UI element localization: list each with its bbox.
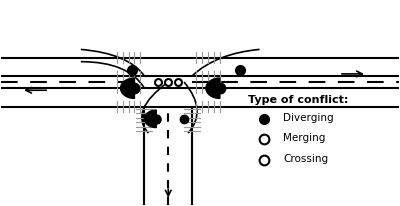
Polygon shape bbox=[120, 79, 134, 99]
Polygon shape bbox=[206, 79, 220, 99]
Text: Merging: Merging bbox=[284, 133, 326, 143]
Text: Diverging: Diverging bbox=[284, 112, 334, 122]
Text: Type of conflict:: Type of conflict: bbox=[248, 95, 348, 105]
Text: Crossing: Crossing bbox=[284, 153, 328, 163]
Polygon shape bbox=[144, 111, 156, 128]
